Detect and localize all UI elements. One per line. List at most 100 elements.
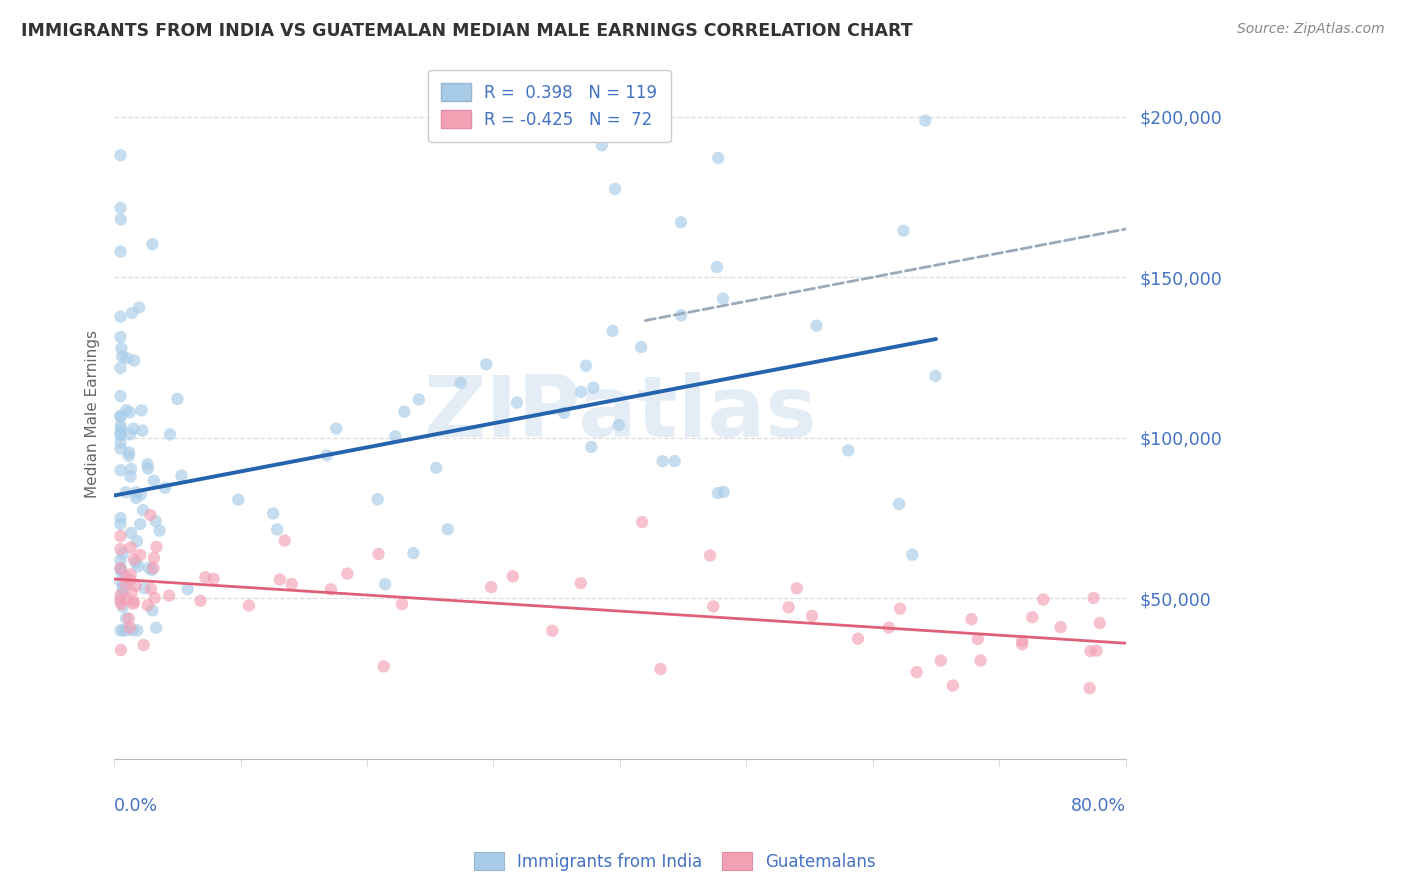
Point (120, 541, 142, 555)
Point (110, 561, 132, 575)
Point (129, 548, 152, 562)
Point (110, 409, 132, 424)
Point (887, 497, 910, 511)
Point (122, 422, 145, 436)
Point (367, 492, 389, 507)
Point (1085, 643, 1108, 657)
Point (450, 376, 472, 390)
Point (669, 309, 692, 323)
Point (121, 306, 143, 320)
Point (394, 404, 416, 418)
Point (136, 457, 159, 471)
Point (914, 113, 936, 128)
Text: IMMIGRANTS FROM INDIA VS GUATEMALAN MEDIAN MALE EARNINGS CORRELATION CHART: IMMIGRANTS FROM INDIA VS GUATEMALAN MEDI… (21, 22, 912, 40)
Point (582, 381, 605, 395)
Point (942, 679, 965, 693)
Point (711, 292, 734, 306)
Point (110, 517, 132, 532)
Point (127, 624, 149, 638)
Point (373, 659, 395, 673)
Point (114, 624, 136, 638)
Point (110, 529, 132, 543)
Point (436, 522, 458, 536)
Point (125, 491, 148, 505)
Point (402, 546, 425, 560)
Point (391, 597, 413, 611)
Point (159, 427, 181, 442)
Point (176, 582, 198, 596)
Point (122, 597, 145, 611)
Point (702, 599, 724, 614)
Point (367, 547, 389, 561)
Point (111, 350, 134, 364)
Point (1088, 615, 1111, 630)
Point (425, 460, 447, 475)
Point (131, 424, 153, 438)
Point (114, 485, 136, 500)
Point (136, 461, 159, 475)
Point (506, 395, 529, 409)
Point (707, 151, 730, 165)
Point (122, 594, 145, 608)
Point (846, 632, 869, 646)
Point (120, 469, 142, 483)
Point (128, 301, 150, 315)
Point (138, 561, 160, 575)
Point (929, 654, 952, 668)
Point (110, 418, 132, 433)
Point (114, 570, 136, 584)
Point (131, 403, 153, 417)
Point (155, 481, 177, 495)
Text: ZIPatlas: ZIPatlas (423, 372, 817, 455)
Point (707, 486, 730, 500)
Point (110, 597, 132, 611)
Point (651, 454, 673, 468)
Point (806, 318, 828, 333)
Point (110, 564, 132, 578)
Point (607, 417, 630, 432)
Point (148, 524, 170, 538)
Point (202, 572, 225, 586)
Point (145, 540, 167, 554)
Point (110, 212, 132, 227)
Point (139, 582, 162, 596)
Point (115, 591, 138, 606)
Point (110, 574, 132, 589)
Point (110, 542, 132, 557)
Point (122, 552, 145, 566)
Point (110, 588, 132, 602)
Point (801, 608, 824, 623)
Point (110, 330, 132, 344)
Point (110, 409, 132, 423)
Point (650, 662, 672, 676)
Point (475, 357, 498, 371)
Point (664, 454, 686, 468)
Point (969, 653, 991, 667)
Point (408, 392, 430, 407)
Point (569, 576, 592, 591)
Point (602, 324, 624, 338)
Point (273, 533, 295, 548)
Point (112, 584, 135, 599)
Point (122, 353, 145, 368)
Point (336, 566, 359, 581)
Point (110, 463, 132, 477)
Point (118, 621, 141, 635)
Point (889, 601, 911, 615)
Point (114, 577, 136, 591)
Point (374, 577, 396, 591)
Point (136, 599, 159, 613)
Point (125, 534, 148, 549)
Point (111, 547, 134, 561)
Point (110, 428, 132, 442)
Point (129, 517, 152, 532)
Point (315, 448, 337, 462)
Point (115, 611, 138, 625)
Point (541, 624, 564, 638)
Point (110, 592, 132, 607)
Point (325, 422, 347, 436)
Point (262, 507, 284, 521)
Point (194, 570, 217, 584)
Point (121, 624, 143, 638)
Point (118, 612, 141, 626)
